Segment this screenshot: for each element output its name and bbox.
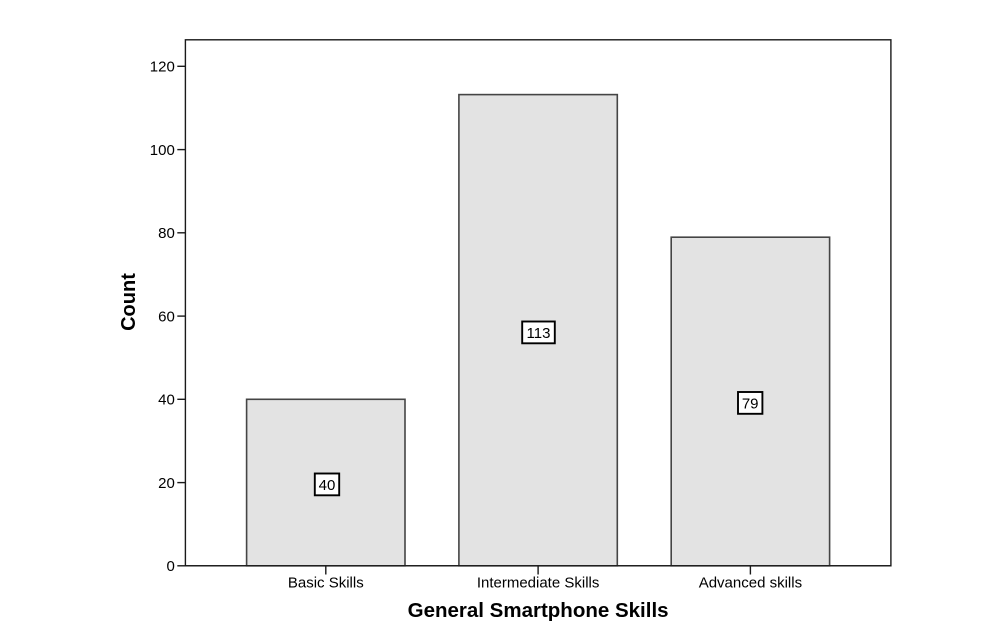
svg-text:40: 40 xyxy=(158,392,175,409)
svg-text:80: 80 xyxy=(158,225,175,242)
svg-text:100: 100 xyxy=(150,142,175,159)
svg-text:Intermediate Skills: Intermediate Skills xyxy=(477,575,600,592)
svg-text:20: 20 xyxy=(158,475,175,492)
svg-text:79: 79 xyxy=(742,395,759,412)
svg-text:Count: Count xyxy=(118,273,140,331)
svg-text:113: 113 xyxy=(527,325,551,342)
svg-text:120: 120 xyxy=(150,59,175,76)
svg-text:Basic Skills: Basic Skills xyxy=(288,575,364,592)
svg-text:60: 60 xyxy=(158,308,175,325)
svg-text:0: 0 xyxy=(166,558,174,575)
svg-text:Advanced skills: Advanced skills xyxy=(699,575,802,592)
svg-text:General Smartphone Skills: General Smartphone Skills xyxy=(408,599,669,622)
svg-text:40: 40 xyxy=(319,477,336,494)
